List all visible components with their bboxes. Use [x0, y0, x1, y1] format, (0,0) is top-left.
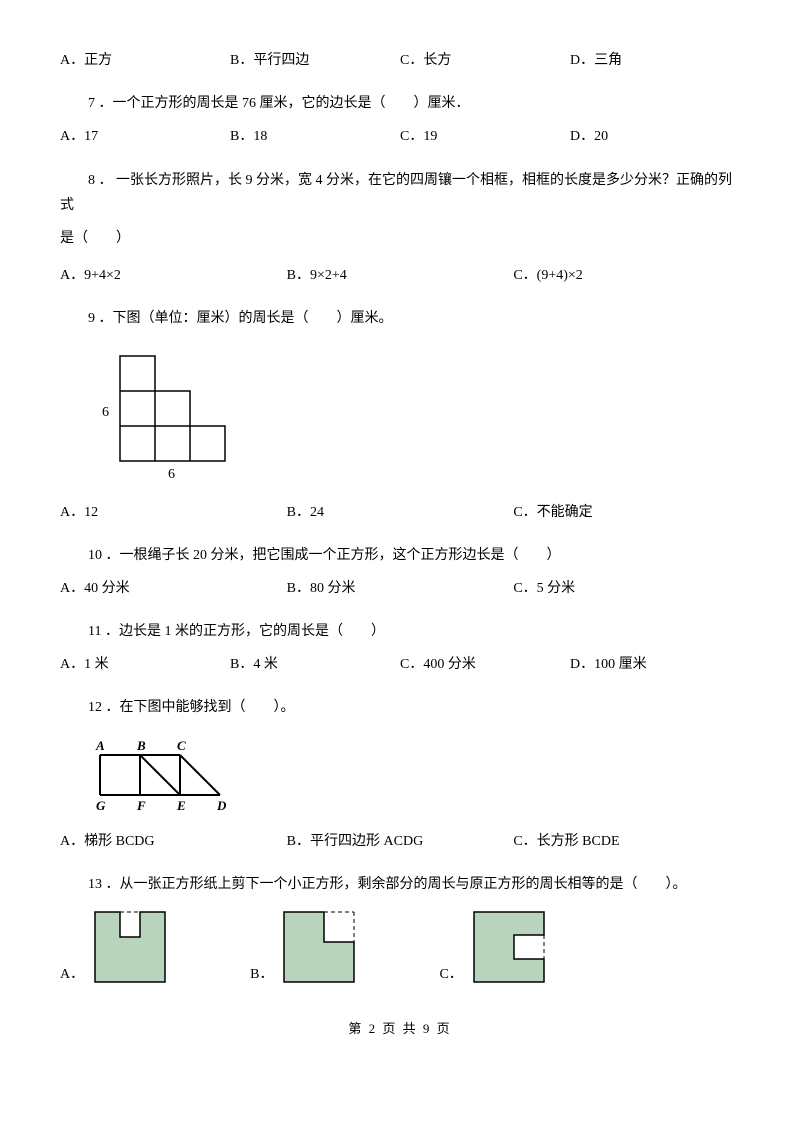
q9-text: 9 ．下图（单位：厘米）的周长是（ ）厘米。 — [60, 306, 740, 331]
q13-shape-a — [90, 907, 170, 987]
q9-label-left: 6 — [102, 405, 109, 420]
q6-opt-d: D．三角 — [570, 48, 740, 73]
q11-opt-c: C．400 分米 — [400, 652, 570, 677]
q6-opt-c: C．长方 — [400, 48, 570, 73]
q9-opt-b: B．24 — [287, 500, 514, 525]
q7-opt-b: B．18 — [230, 124, 400, 149]
q12-options: A．梯形 BCDG B．平行四边形 ACDG C．长方形 BCDE — [60, 829, 740, 854]
q7-text: 7 ．一个正方形的周长是 76 厘米，它的边长是（ ）厘米． — [60, 91, 740, 116]
q10-opt-b: B．80 分米 — [287, 576, 514, 601]
q13-options: A． B． C． — [60, 907, 740, 987]
q13-opt-a-label: A． — [60, 962, 84, 987]
q6-options: A．正方 B．平行四边 C．长方 D．三角 — [60, 48, 740, 73]
q6-opt-a: A．正方 — [60, 48, 230, 73]
q13-shape-b — [279, 907, 359, 987]
q13-text: 13 ．从一张正方形纸上剪下一个小正方形，剩余部分的周长与原正方形的周长相等的是… — [60, 872, 740, 897]
q10-opt-a: A．40 分米 — [60, 576, 287, 601]
q9-opt-c: C．不能确定 — [513, 500, 740, 525]
q7-options: A．17 B．18 C．19 D．20 — [60, 124, 740, 149]
q12-figure: A B C G F E D — [80, 735, 740, 815]
q9-label-bottom: 6 — [168, 467, 175, 482]
q8-options: A．9+4×2 B．9×2+4 C．(9+4)×2 — [60, 263, 740, 288]
q7-opt-a: A．17 — [60, 124, 230, 149]
q8-opt-b: B．9×2+4 — [287, 263, 514, 288]
q12-opt-c: C．长方形 BCDE — [513, 829, 740, 854]
q6-opt-b: B．平行四边 — [230, 48, 400, 73]
q12-label-D: D — [216, 798, 227, 813]
q12-label-G: G — [96, 798, 106, 813]
q12-label-F: F — [136, 798, 146, 813]
page-footer: 第 2 页 共 9 页 — [60, 1017, 740, 1040]
q10-text: 10 ．一根绳子长 20 分米，把它围成一个正方形，这个正方形边长是（ ） — [60, 543, 740, 568]
q11-opt-b: B．4 米 — [230, 652, 400, 677]
q9-opt-a: A．12 — [60, 500, 287, 525]
q12-opt-b: B．平行四边形 ACDG — [287, 829, 514, 854]
q13-opt-b-label: B． — [250, 962, 273, 987]
q10-options: A．40 分米 B．80 分米 C．5 分米 — [60, 576, 740, 601]
q13-shape-c — [469, 907, 549, 987]
q8-text2: 是（ ） — [60, 226, 740, 251]
q12-text: 12 ．在下图中能够找到（ ）。 — [60, 695, 740, 720]
q13-opt-c-label: C． — [439, 962, 462, 987]
q12-label-E: E — [176, 798, 186, 813]
q10-opt-c: C．5 分米 — [513, 576, 740, 601]
q11-text: 11 ．边长是 1 米的正方形，它的周长是（ ） — [60, 619, 740, 644]
q12-label-A: A — [95, 738, 105, 753]
q7-opt-d: D．20 — [570, 124, 740, 149]
q7-opt-c: C．19 — [400, 124, 570, 149]
q8-opt-a: A．9+4×2 — [60, 263, 287, 288]
q12-label-B: B — [136, 738, 146, 753]
q8-opt-c: C．(9+4)×2 — [513, 263, 740, 288]
q11-opt-d: D．100 厘米 — [570, 652, 740, 677]
q9-figure: 6 6 — [80, 346, 740, 486]
q11-opt-a: A．1 米 — [60, 652, 230, 677]
q12-label-C: C — [177, 738, 186, 753]
q9-options: A．12 B．24 C．不能确定 — [60, 500, 740, 525]
q12-opt-a: A．梯形 BCDG — [60, 829, 287, 854]
q11-options: A．1 米 B．4 米 C．400 分米 D．100 厘米 — [60, 652, 740, 677]
q8-text: 8 ． 一张长方形照片，长 9 分米，宽 4 分米，在它的四周镶一个相框，相框的… — [60, 168, 740, 218]
